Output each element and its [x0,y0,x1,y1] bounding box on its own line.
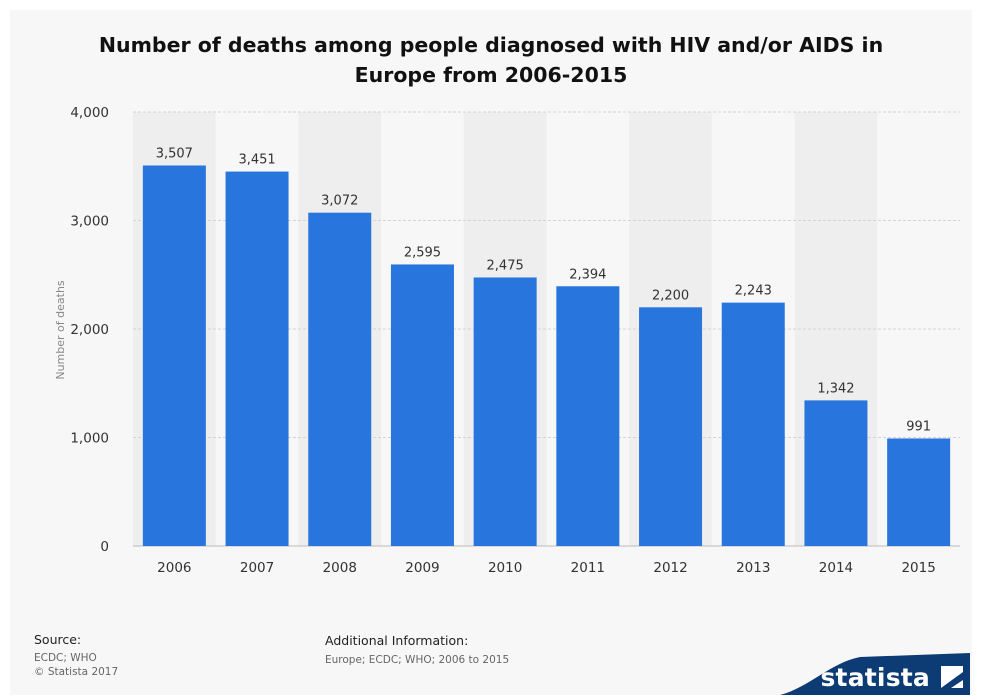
data-label-2012: 2,200 [652,288,689,303]
source-heading: Source: [34,632,82,647]
bar-2012 [639,307,703,546]
y-tick-label: 3,000 [70,214,109,230]
additional-info-text: Europe; ECDC; WHO; 2006 to 2015 [325,654,510,666]
data-label-2014: 1,342 [817,381,854,396]
statista-wordmark: statista [820,663,930,692]
x-tick-label-2011: 2011 [571,560,605,576]
y-tick-label: 0 [100,539,109,555]
data-label-2009: 2,595 [404,245,441,260]
x-tick-label-2009: 2009 [405,560,439,576]
statista-logo: statista [780,653,970,695]
bar-2014 [804,400,868,546]
bar-2011 [556,286,620,546]
data-label-2015: 991 [906,419,931,434]
statista-logo-icon [941,666,963,688]
y-axis-ticks: 0 1,000 2,000 3,000 4,000 [70,105,109,555]
y-tick-label: 4,000 [70,105,109,121]
x-tick-label-2006: 2006 [157,560,191,576]
x-tick-label-2010: 2010 [488,560,522,576]
source-line-2: © Statista 2017 [34,666,119,678]
x-axis-ticks: 2006 2007 2008 2009 2010 2011 2012 2013 2014 2015 [157,560,936,576]
bar-2010 [473,277,537,546]
data-label-2013: 2,243 [735,284,772,299]
chart-title-line-1: Number of deaths among people diagnosed … [98,33,884,57]
x-tick-label-2014: 2014 [819,560,853,576]
chart-title-line-2: Europe from 2006-2015 [354,63,628,87]
y-tick-label: 1,000 [70,431,109,447]
data-label-2006: 3,507 [156,146,193,161]
bar-2008 [308,212,372,547]
bar-2015 [887,438,951,546]
x-tick-label-2012: 2012 [653,560,687,576]
x-tick-label-2015: 2015 [901,560,935,576]
bar-series [142,165,951,547]
bar-2013 [721,302,785,546]
bar-2006 [142,165,206,547]
additional-info-heading: Additional Information: [325,633,469,648]
source-line-1: ECDC; WHO [34,652,97,664]
bar-2009 [390,264,454,546]
data-label-2008: 3,072 [321,194,358,209]
x-tick-label-2008: 2008 [323,560,357,576]
y-tick-label: 2,000 [70,322,109,338]
y-axis-title: Number of deaths [54,280,67,380]
data-label-2007: 3,451 [238,153,275,168]
data-labels: 3,507 3,451 3,072 2,595 2,475 2,394 2,200 2,243… [156,146,931,434]
chart-title: Number of deaths among people diagnosed … [10,30,972,90]
x-tick-label-2013: 2013 [736,560,770,576]
data-label-2011: 2,394 [569,267,606,282]
data-label-2010: 2,475 [487,258,524,273]
x-tick-label-2007: 2007 [240,560,274,576]
bar-2007 [225,171,289,546]
